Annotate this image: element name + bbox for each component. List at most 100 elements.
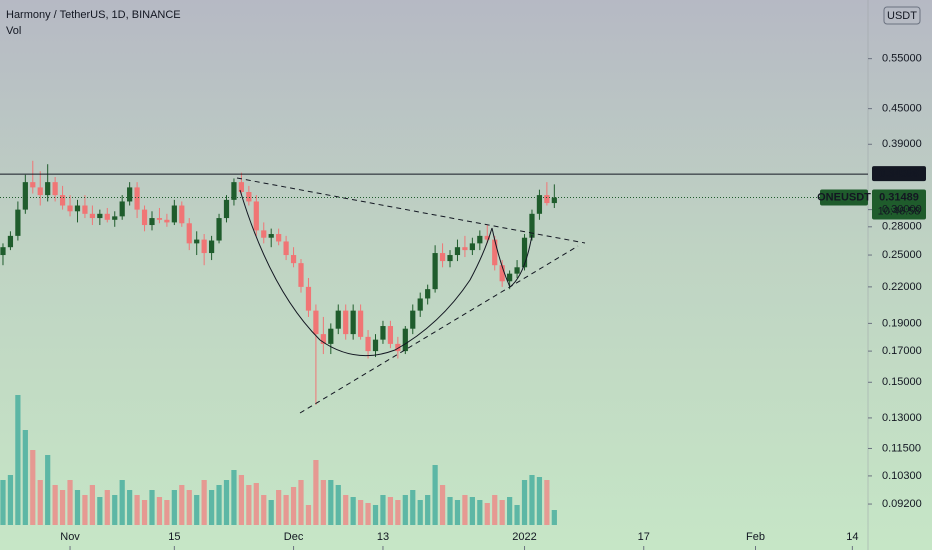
candle-body (179, 205, 185, 224)
volume-bar (425, 495, 431, 525)
volume-bar (134, 495, 140, 525)
volume-bar (402, 495, 408, 525)
currency-box (883, 6, 921, 25)
volume-bar (417, 500, 423, 525)
volume-bar (283, 495, 289, 525)
candle-body (372, 339, 379, 352)
volume-bar (380, 495, 386, 525)
candle-body (410, 310, 416, 329)
volume-bar (290, 487, 297, 525)
currency: USDT (887, 10, 917, 22)
candle-body (425, 289, 431, 299)
countdown-label: 10:46:58 (878, 205, 921, 217)
volume-bar (469, 497, 475, 525)
candle-body (499, 265, 505, 282)
candle-body (127, 187, 133, 202)
y-tick-label: 0.13000 (882, 412, 922, 424)
candle-body (469, 243, 475, 251)
candle-body (290, 255, 297, 264)
candle-body (402, 328, 408, 352)
volume-bar (231, 470, 237, 525)
volume-bar (45, 455, 51, 525)
volume-bar (521, 480, 528, 525)
volume-bar (253, 483, 259, 525)
candle-body (268, 234, 274, 238)
volume-bar (477, 500, 483, 525)
volume-bar (529, 475, 535, 525)
candle-body (253, 201, 259, 231)
volume-bar (432, 465, 438, 525)
volume-bar (261, 495, 267, 525)
y-tick-label: 0.39000 (882, 138, 922, 150)
volume-bar (305, 505, 312, 525)
candle-body (477, 235, 483, 244)
candle-body (89, 213, 95, 219)
x-tick-label: 14 (846, 531, 858, 543)
candle-body (529, 213, 535, 238)
candle-body (223, 199, 230, 219)
volume-bar (194, 495, 200, 525)
symbol-box (820, 189, 868, 206)
volume-bar (156, 497, 163, 525)
candle-body (134, 187, 140, 210)
candle-body (231, 182, 237, 200)
volume-pane (0, 395, 557, 525)
trendline (299, 245, 579, 414)
candle-body (164, 219, 170, 223)
volume-bar (171, 490, 177, 525)
candle-body (454, 247, 461, 256)
candle-body (104, 213, 110, 220)
candle-body (141, 209, 148, 226)
volume-bar (492, 495, 498, 525)
candle-body (507, 273, 513, 282)
candle-body (119, 201, 125, 217)
candle-body (171, 205, 177, 223)
candle-body (156, 218, 163, 220)
candle-body (305, 286, 312, 311)
chart-title: Harmony / TetherUS, 1D, BINANCE (6, 9, 181, 21)
volume-bar (112, 495, 118, 525)
volume-bar (335, 485, 341, 525)
volume-bar (141, 500, 148, 525)
volume-bar (313, 460, 319, 525)
x-tick-label: Nov (60, 531, 80, 543)
candle-body (536, 195, 543, 214)
overlay: 0.34588 ONEUSDT 0.31489 10:46:58 (0, 166, 926, 220)
candle-body (283, 241, 289, 256)
volume-bar (67, 480, 73, 525)
volume-bar (201, 480, 207, 525)
candle-body (447, 255, 453, 262)
y-tick-label: 0.55000 (882, 53, 922, 65)
candle-body (37, 187, 43, 196)
candle-body (59, 195, 66, 206)
candle-body (67, 205, 73, 212)
volume-bar (179, 485, 185, 525)
candle-body (112, 216, 118, 220)
volume-bar (22, 430, 28, 525)
candle-body (462, 247, 468, 251)
y-tick-label: 0.30000 (882, 204, 922, 216)
x-tick-label: 17 (638, 531, 650, 543)
candle-body (45, 182, 51, 196)
candle-body (484, 235, 490, 240)
hline-label: 0.34588 (879, 168, 919, 180)
volume-bar (365, 503, 371, 525)
volume-bar (119, 480, 125, 525)
volume-bar (0, 480, 6, 525)
volume-bar (350, 497, 356, 525)
symbol-label: ONEUSDT (817, 191, 871, 203)
candle-body (22, 182, 28, 210)
volume-bar (544, 480, 550, 525)
volume-bar (127, 490, 133, 525)
candle-body (52, 182, 58, 196)
candle-body (492, 239, 498, 266)
candle-body (350, 310, 356, 335)
candle-body (380, 326, 386, 340)
candle-body (97, 213, 103, 219)
candle-body (432, 253, 438, 290)
y-tick-label: 0.22000 (882, 281, 922, 293)
cup-curve (239, 189, 493, 357)
volume-bar (208, 490, 215, 525)
